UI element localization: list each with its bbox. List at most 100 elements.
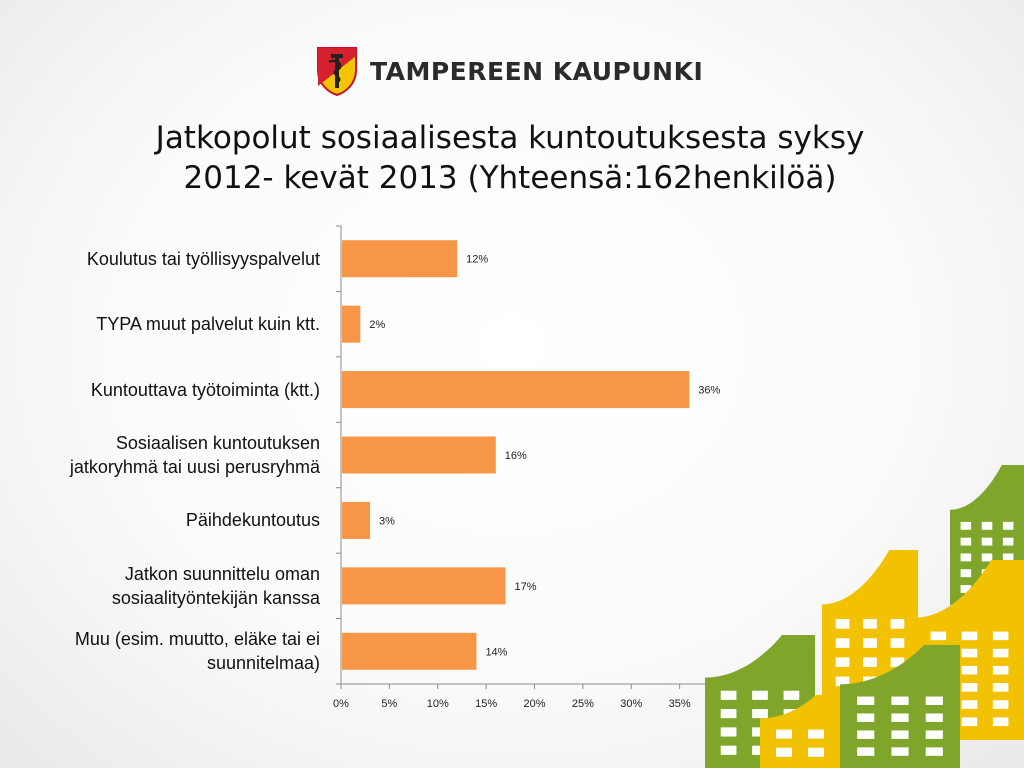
x-tick-label: 5% (381, 698, 397, 710)
bar (342, 567, 506, 605)
building-window (961, 683, 978, 692)
building-window (961, 717, 978, 727)
category-label-line: Koulutus tai työllisyyspalvelut (86, 248, 320, 269)
building-window (891, 747, 909, 756)
bar (342, 632, 477, 670)
chart-title-line-2: 2012- kevät 2013 (Yhteensä:162henkilöä) (183, 160, 837, 196)
building-window (960, 537, 972, 546)
category-label: Sosiaalisen kuntoutuksen jatkoryhmä tai u… (10, 431, 320, 479)
building-window (863, 619, 877, 629)
category-label-line: Kuntouttava työtoiminta (ktt.) (90, 379, 320, 400)
building-window (961, 665, 978, 675)
building-window (1002, 553, 1014, 562)
building-window (1002, 537, 1014, 546)
building-window (960, 569, 972, 578)
x-tick-label: 15% (475, 698, 497, 710)
category-label: Päihdekuntoutus (10, 508, 320, 532)
building-window (1002, 521, 1014, 530)
building-window (720, 690, 737, 700)
building-window (720, 727, 737, 737)
building-window (857, 730, 875, 739)
building-window (992, 700, 1009, 709)
building-window (857, 696, 875, 705)
category-label-line: Jatkon suunnittelu oman (124, 563, 320, 584)
building-window (925, 696, 943, 705)
x-tick-label: 30% (620, 698, 642, 710)
category-label: Muu (esim. muutto, eläke tai ei suunnitel… (10, 627, 320, 675)
category-label: Koulutus tai työllisyyspalvelut (10, 247, 320, 271)
data-label: 12% (466, 254, 488, 266)
bar (342, 371, 690, 409)
building-window (925, 730, 943, 739)
building-window (890, 657, 905, 667)
x-tick-label: 0% (333, 698, 349, 710)
building-window (960, 521, 972, 530)
building-window (992, 683, 1009, 692)
building-window (981, 553, 993, 562)
building-window (981, 537, 993, 546)
bar (342, 501, 371, 539)
bar (342, 436, 496, 474)
building-window (981, 521, 993, 530)
building-window (835, 619, 850, 629)
data-label: 2% (369, 319, 385, 331)
building-window (891, 696, 909, 705)
building-window (961, 648, 978, 658)
building-window (890, 619, 905, 629)
building-window (783, 690, 800, 700)
category-label-line: TYPA muut palvelut kuin ktt. (96, 314, 320, 335)
bar (342, 240, 458, 278)
building-window (992, 648, 1009, 658)
data-label: 16% (505, 450, 527, 462)
building-window (835, 657, 850, 667)
building-window (960, 585, 972, 593)
x-tick-label: 35% (669, 698, 691, 710)
building-window (925, 713, 943, 722)
building-window (863, 657, 877, 667)
category-label: TYPA muut palvelut kuin ktt. (10, 312, 320, 336)
building-window (961, 631, 978, 641)
building-window (961, 700, 978, 709)
building-window (776, 747, 792, 757)
building-window (720, 709, 737, 719)
building-window (992, 717, 1009, 727)
building-window (992, 665, 1009, 675)
building-window (925, 747, 943, 756)
category-label-line: jatkoryhmä tai uusi perusryhmä (69, 457, 320, 477)
building-window (891, 730, 909, 739)
building-window (720, 745, 737, 755)
building-window (835, 676, 850, 687)
category-label-line: suunnitelmaa) (206, 653, 320, 674)
x-tick-label: 10% (427, 698, 449, 710)
building-window (863, 638, 877, 648)
category-label-line: sosiaalityöntekijän kanssa (111, 587, 320, 608)
chart-title: Jatkopolut sosiaalisesta kuntoutuksesta … (80, 118, 940, 198)
bar (342, 305, 361, 343)
data-label: 3% (379, 515, 395, 527)
building-window (891, 713, 909, 722)
x-tick-label: 25% (572, 698, 594, 710)
building-window (960, 553, 972, 562)
logo-text: TAMPEREEN KAUPUNKI (370, 56, 704, 86)
tampere-coat-of-arms-icon (317, 47, 357, 96)
data-label: 17% (514, 581, 536, 593)
building-window (930, 631, 947, 641)
building-window (776, 729, 792, 739)
building-window (752, 690, 768, 700)
building-window (890, 638, 905, 648)
category-label-line: Muu (esim. muutto, eläke tai ei (74, 629, 320, 650)
city-logo: TAMPEREEN KAUPUNKI (316, 46, 703, 96)
category-label-line: Päihdekuntoutus (185, 510, 320, 531)
data-label: 36% (698, 385, 720, 397)
building-window (808, 747, 824, 757)
category-label: Jatkon suunnittelu oman sosiaalityöntekij… (10, 562, 320, 610)
building-window (857, 747, 875, 756)
decorative-building-pattern (705, 465, 1024, 768)
category-label-line: Sosiaalisen kuntoutuksen (115, 433, 320, 453)
x-tick-label: 20% (523, 698, 545, 710)
chart-title-line-1: Jatkopolut sosiaalisesta kuntoutuksesta … (155, 120, 865, 156)
category-label: Kuntouttava työtoiminta (ktt.) (10, 378, 320, 402)
building-window (752, 709, 768, 719)
building-window (835, 638, 850, 648)
